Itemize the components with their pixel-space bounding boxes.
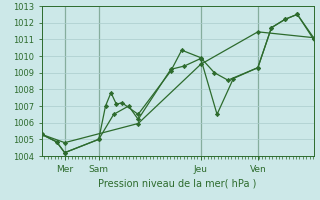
X-axis label: Pression niveau de la mer( hPa ): Pression niveau de la mer( hPa ) [99, 178, 257, 188]
